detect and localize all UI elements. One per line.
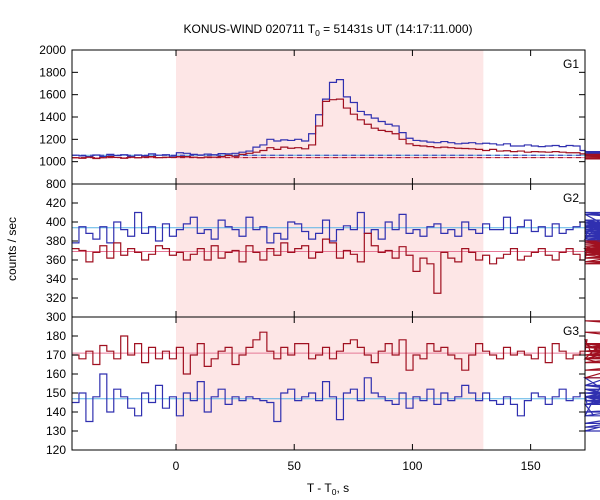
- series-blue-g1: [72, 78, 600, 158]
- chart-title-suffix: = 51431s UT (14:17:11.000): [320, 22, 473, 36]
- y-tick-label: 160: [46, 367, 66, 381]
- panel-g2: 300 320 340 360 380 400 420 G2: [46, 183, 600, 324]
- y-tick-label: 380: [46, 234, 66, 248]
- panel-label: G2: [563, 191, 579, 205]
- series-red-g2: [72, 232, 600, 294]
- panel-label: G3: [563, 324, 579, 338]
- y-tick-label: 1400: [39, 110, 66, 124]
- y-tick-label: 340: [46, 272, 66, 286]
- panel-g3: 120 130 140 150 160 170 180 G3: [46, 316, 600, 457]
- x-tick-label: 150: [521, 459, 541, 473]
- panel-frame: [71, 316, 586, 451]
- series-red-g1: [72, 98, 600, 160]
- chart-title-prefix: KONUS-WIND 020711 T: [183, 22, 315, 36]
- x-axis-label-prefix: T - T: [307, 481, 333, 495]
- y-tick-label: 150: [46, 386, 66, 400]
- y-tick-label: 180: [46, 329, 66, 343]
- series-blue-g3: [72, 373, 600, 432]
- y-tick-label: 120: [46, 443, 66, 457]
- y-tick-label: 2000: [39, 43, 66, 57]
- x-tick-label: 100: [402, 459, 422, 473]
- shaded-interval: [176, 50, 484, 184]
- y-tick-label: 130: [46, 424, 66, 438]
- series-red-g3: [72, 320, 600, 379]
- shaded-interval: [176, 184, 484, 317]
- y-tick-label: 1200: [39, 132, 66, 146]
- y-tick-label: 170: [46, 348, 66, 362]
- panels-group: 800100012001400160018002000G130032034036…: [39, 43, 600, 473]
- series-blue-g2: [72, 211, 600, 244]
- x-axis-label-suffix: , s: [336, 481, 349, 495]
- panel-label: G1: [563, 57, 579, 71]
- y-tick-label: 1600: [39, 88, 66, 102]
- x-axis-label: T - T0, s: [307, 481, 349, 497]
- y-tick-label: 420: [46, 196, 66, 210]
- y-tick-label: 400: [46, 215, 66, 229]
- y-tick-label: 800: [46, 177, 66, 191]
- y-tick-label: 360: [46, 253, 66, 267]
- y-tick-label: 140: [46, 405, 66, 419]
- y-tick-label: 1000: [39, 155, 66, 169]
- x-axis-label-subscript: 0: [332, 487, 337, 497]
- y-tick-label: 1800: [39, 65, 66, 79]
- panel-g1: 800 1000 1200 1400 1600 1800 2000 G1: [39, 43, 600, 191]
- y-axis-label: counts / sec: [5, 217, 19, 281]
- x-tick-label: 0: [173, 459, 180, 473]
- chart-title-subscript: 0: [315, 28, 320, 38]
- chart-title: KONUS-WIND 020711 T0 = 51431s UT (14:17:…: [183, 22, 472, 38]
- y-tick-label: 320: [46, 291, 66, 305]
- x-tick-label: 50: [288, 459, 302, 473]
- y-tick-label: 300: [46, 310, 66, 324]
